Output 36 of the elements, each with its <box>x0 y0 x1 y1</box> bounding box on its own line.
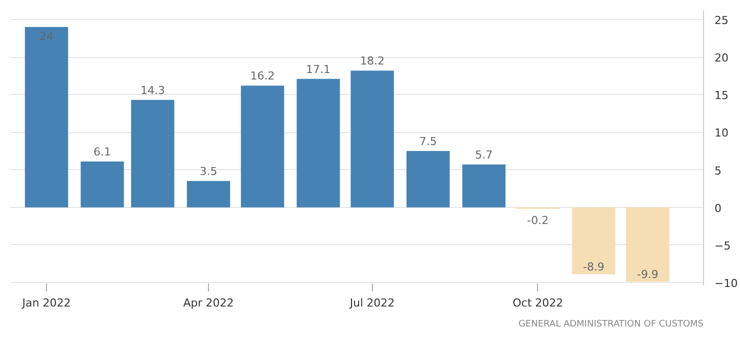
bar <box>24 27 68 208</box>
data-label: 24 <box>40 30 54 43</box>
data-label: -9.9 <box>636 268 658 281</box>
y-tick-label: −10 <box>714 276 738 290</box>
bar <box>406 151 450 208</box>
data-label: 3.5 <box>200 165 218 178</box>
bar <box>131 100 174 208</box>
data-label: 6.1 <box>94 146 112 159</box>
y-tick-label: 5 <box>714 164 722 178</box>
y-tick-label: 20 <box>714 52 728 65</box>
data-label: 5.7 <box>475 148 493 162</box>
data-label: -8.9 <box>582 260 604 274</box>
bar <box>462 164 506 208</box>
bar <box>350 70 394 208</box>
x-tick-label: Jan 2022 <box>21 296 71 310</box>
text: GENERAL ADMINISTRATION OF CUSTOMS <box>518 320 704 330</box>
y-tick-label: 25 <box>714 14 728 28</box>
bar <box>80 162 124 208</box>
bar <box>572 207 616 274</box>
x-tick-label: Oct 2022 <box>512 296 564 310</box>
data-label: -0.2 <box>527 214 549 227</box>
bar <box>296 78 340 208</box>
data-label: 16.2 <box>250 70 275 83</box>
y-tick-label: 0 <box>714 202 722 215</box>
data-label: 17.1 <box>306 62 331 76</box>
y-tick-label: −5 <box>714 239 731 252</box>
y-tick-label: 15 <box>714 89 728 102</box>
x-tick-label: Jul 2022 <box>348 296 395 310</box>
data-label: 7.5 <box>419 134 437 148</box>
bar <box>186 181 230 208</box>
y-tick-label: 10 <box>714 126 728 140</box>
bar <box>240 86 284 208</box>
data-label: 14.3 <box>140 84 165 97</box>
x-tick-label: Apr 2022 <box>183 296 234 310</box>
bar <box>626 207 670 282</box>
data-label: 18.2 <box>360 54 385 68</box>
